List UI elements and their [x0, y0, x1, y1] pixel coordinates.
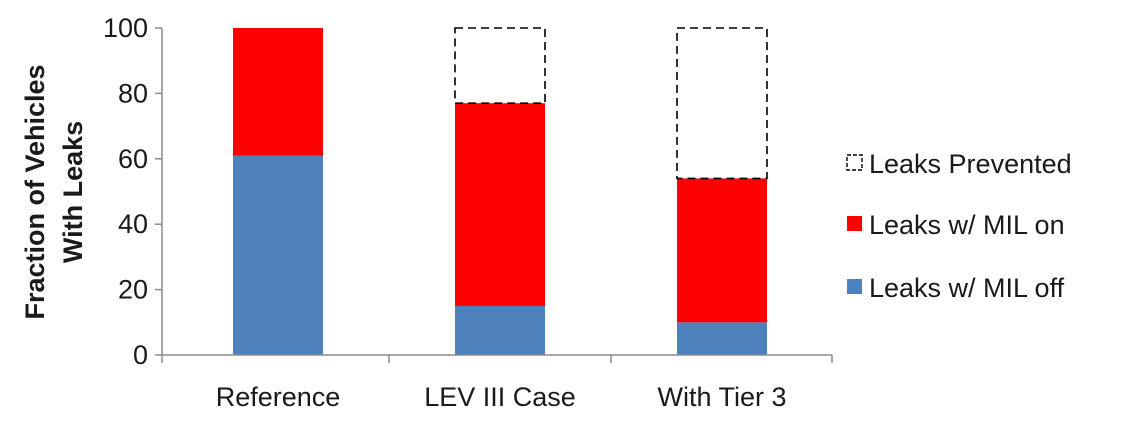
y-axis-ticks: 0 20 40 60 80 100 [103, 13, 162, 370]
y-tick-label: 40 [118, 209, 148, 239]
legend-label: Leaks w/ MIL off [869, 273, 1065, 303]
y-tick-label: 20 [118, 275, 148, 305]
legend-swatch-mil-off [847, 279, 862, 294]
bar-segment-leaks-prevented [454, 27, 546, 105]
bars [233, 27, 768, 355]
legend-swatch-mil-on [847, 216, 862, 231]
bar-segment-mil-off [677, 322, 767, 355]
x-category-label: Reference [216, 382, 341, 412]
bar-segment-mil-on [677, 178, 767, 323]
x-axis-category-labels: Reference LEV III Case With Tier 3 [216, 382, 787, 412]
bar-segment-mil-on [233, 28, 323, 156]
legend-label: Leaks Prevented [869, 149, 1072, 179]
y-tick-label: 80 [118, 78, 148, 108]
y-tick-label: 100 [103, 13, 148, 43]
y-axis-title-line: With Leaks [58, 121, 88, 263]
y-tick-label: 0 [133, 340, 148, 370]
y-tick-label: 60 [118, 144, 148, 174]
legend-swatch-leaks-prevented [846, 154, 863, 171]
bar-segment-mil-off [233, 155, 323, 355]
axes [161, 28, 833, 363]
x-category-label: With Tier 3 [657, 382, 786, 412]
x-category-label: LEV III Case [424, 382, 576, 412]
bar-segment-mil-off [455, 305, 545, 355]
bar-segment-leaks-prevented [676, 27, 768, 180]
y-axis-title-line: Fraction of Vehicles [20, 64, 50, 319]
legend-label: Leaks w/ MIL on [869, 210, 1065, 240]
bar-segment-mil-on [455, 103, 545, 306]
legend: Leaks Prevented Leaks w/ MIL on Leaks w/ M… [846, 149, 1072, 303]
y-axis-title: Fraction of Vehicles With Leaks [20, 64, 88, 319]
